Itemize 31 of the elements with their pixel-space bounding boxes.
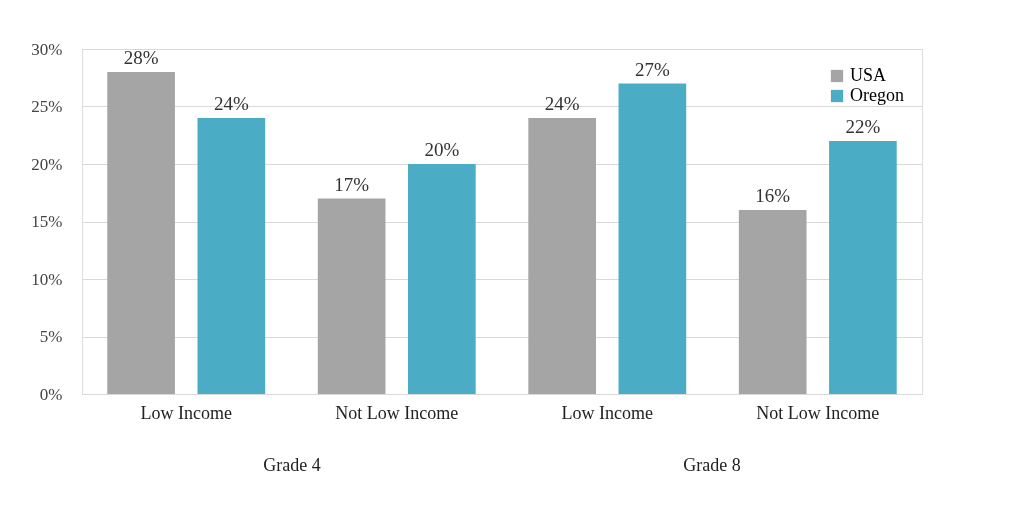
bar [197,118,266,394]
y-tick-label: 15% [31,212,63,231]
data-label: 24% [544,93,580,114]
x-tick-label: Low Income [561,402,654,423]
y-tick-label: 0% [39,384,63,404]
y-tick-label: 30% [31,39,63,59]
x-tick-label: Low Income [140,402,232,423]
bar [738,210,807,394]
data-label: 20% [424,139,460,160]
y-tick-label: 10% [31,269,63,289]
x-tick-label: Not Low Income [335,402,459,423]
bar [107,72,175,394]
legend-label: USA [850,65,887,85]
legend-label: Oregon [850,85,904,105]
y-tick-label: 20% [31,154,63,174]
data-label: 22% [845,116,881,137]
data-label: 28% [123,47,159,68]
data-label: 27% [634,58,670,80]
data-label: 16% [755,185,791,206]
bar [829,141,897,394]
bar [528,118,596,394]
y-tick-label: 5% [39,327,63,346]
text: Grade 4 [263,455,321,475]
y-tick-label: 25% [31,97,63,116]
bar [618,83,687,394]
text: Grade 8 [683,455,741,475]
data-label: 17% [334,173,370,195]
data-label: 24% [213,93,249,114]
bar [408,164,476,394]
x-tick-label: Not Low Income [756,402,880,423]
bar [317,198,386,394]
